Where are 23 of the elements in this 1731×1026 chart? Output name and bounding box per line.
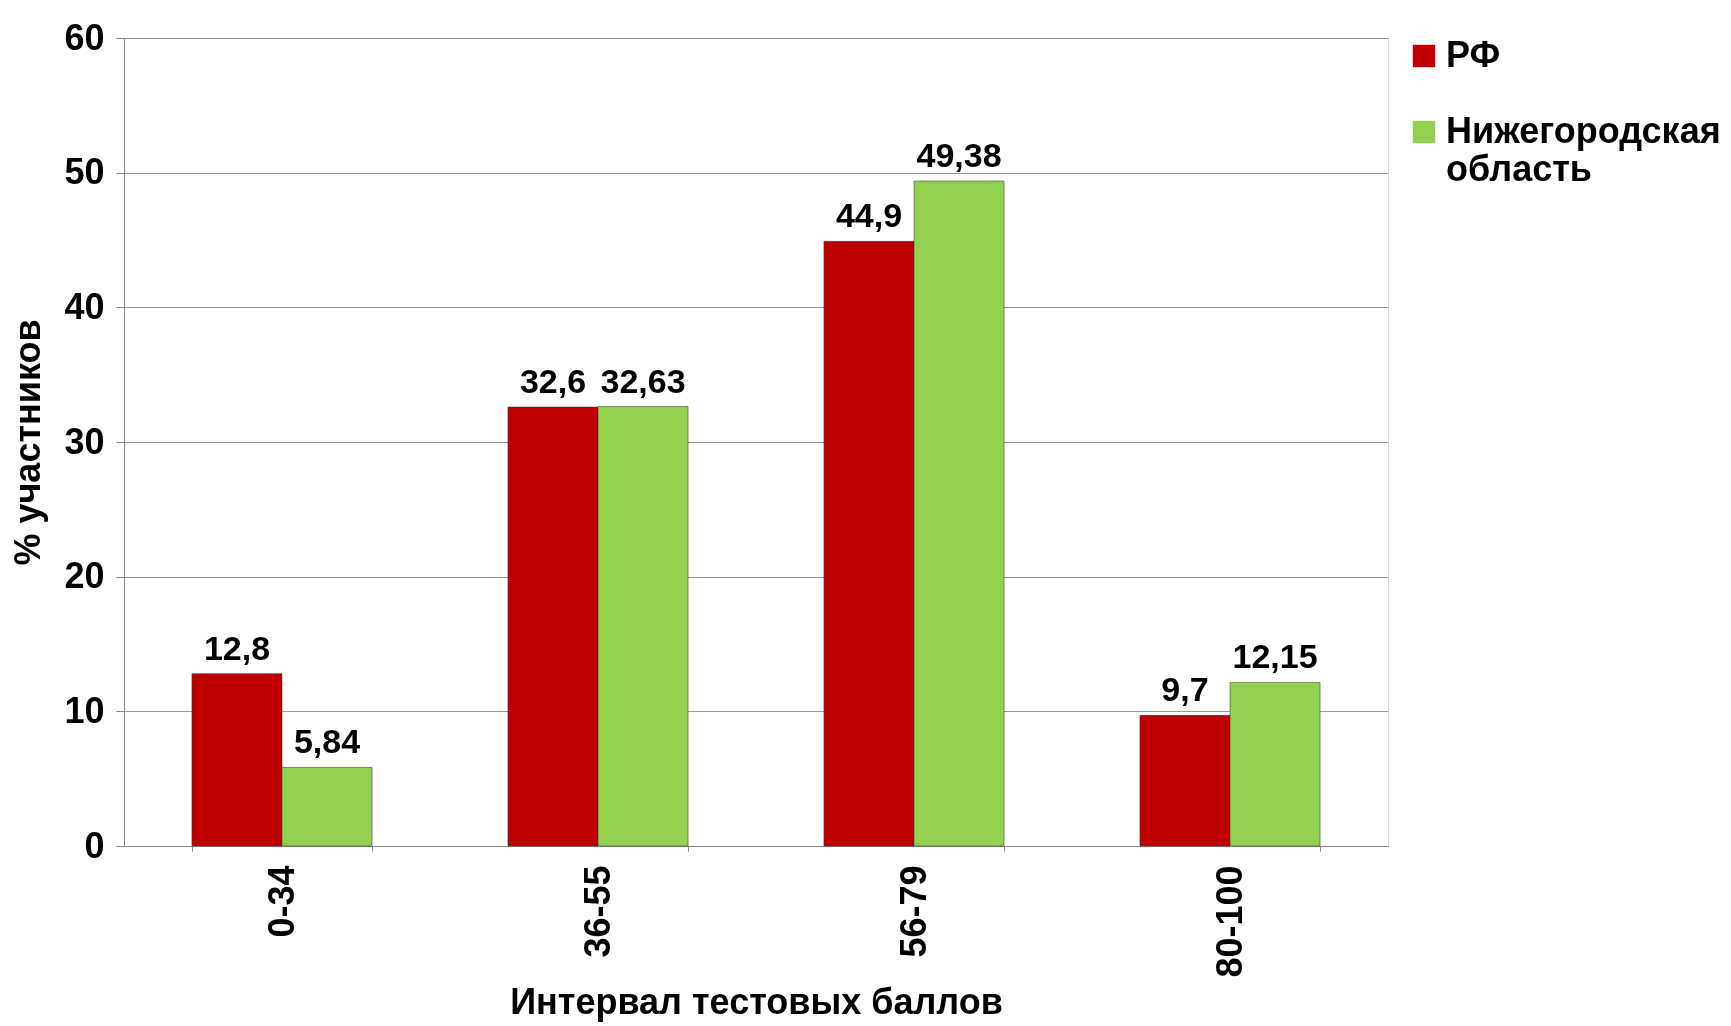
y-tick-label: 10 bbox=[64, 689, 105, 731]
legend-label: Нижегородская область bbox=[1446, 110, 1721, 189]
y-tick-label: 40 bbox=[64, 285, 105, 327]
data-label: 32,63 bbox=[600, 361, 686, 400]
data-label: 32,6 bbox=[519, 361, 587, 400]
x-axis-title: Интервал тестовых баллов bbox=[510, 980, 1003, 1022]
data-label: 9,7 bbox=[1161, 670, 1209, 709]
x-tick-label: 80-100 bbox=[1208, 865, 1250, 978]
legend-label: РФ bbox=[1446, 34, 1501, 75]
x-tick-label: 56-79 bbox=[892, 865, 934, 958]
x-tick-label: 36-55 bbox=[576, 865, 618, 958]
data-label: 49,38 bbox=[916, 136, 1002, 175]
y-tick-label: 50 bbox=[64, 151, 105, 193]
y-tick-label: 0 bbox=[84, 824, 105, 866]
data-label: 44,9 bbox=[835, 196, 903, 235]
y-tick-label: 30 bbox=[64, 420, 105, 462]
data-label: 5,84 bbox=[293, 722, 361, 761]
y-axis-title: % участников bbox=[7, 319, 49, 566]
y-tick-label: 20 bbox=[64, 555, 105, 597]
y-tick-label: 60 bbox=[64, 16, 105, 58]
x-tick-label: 0-34 bbox=[260, 865, 302, 938]
data-label: 12,15 bbox=[1232, 637, 1318, 676]
data-label: 12,8 bbox=[203, 628, 271, 667]
